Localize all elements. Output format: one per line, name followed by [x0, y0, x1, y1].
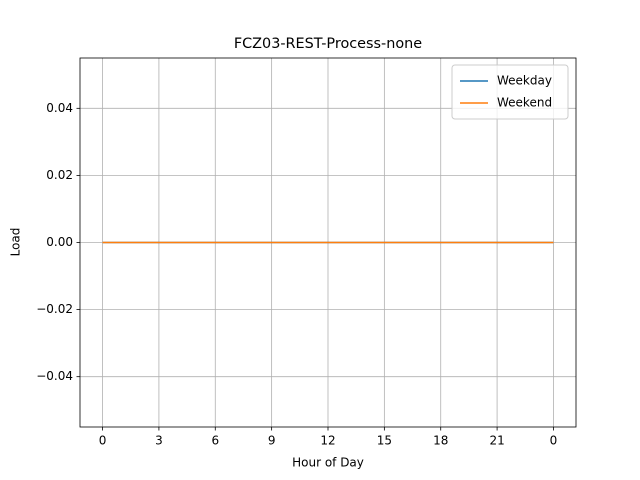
y-tick-label: 0.00: [46, 235, 73, 249]
plot-frame: [79, 57, 577, 428]
x-tick-label: 12: [320, 434, 335, 448]
x-tick-label: 9: [268, 434, 276, 448]
chart-title: FCZ03-REST-Process-none: [234, 36, 422, 52]
x-axis-label: Hour of Day: [292, 456, 364, 470]
legend-box: [451, 64, 569, 120]
y-tick-label: 0.02: [46, 168, 73, 182]
y-tick-label: −0.04: [36, 369, 73, 383]
x-tick-label: 18: [433, 434, 448, 448]
legend-label: Weekend: [497, 96, 552, 110]
legend-label: Weekday: [497, 74, 552, 88]
x-tick-label: 0: [550, 434, 558, 448]
x-tick-label: 6: [211, 434, 219, 448]
x-tick-label: 21: [489, 434, 504, 448]
x-tick-label: 0: [99, 434, 107, 448]
y-tick-label: −0.02: [36, 302, 73, 316]
y-tick-label: 0.04: [46, 101, 73, 115]
x-tick-label: 3: [155, 434, 163, 448]
y-axis-label: Load: [9, 228, 23, 257]
x-tick-label: 15: [377, 434, 392, 448]
